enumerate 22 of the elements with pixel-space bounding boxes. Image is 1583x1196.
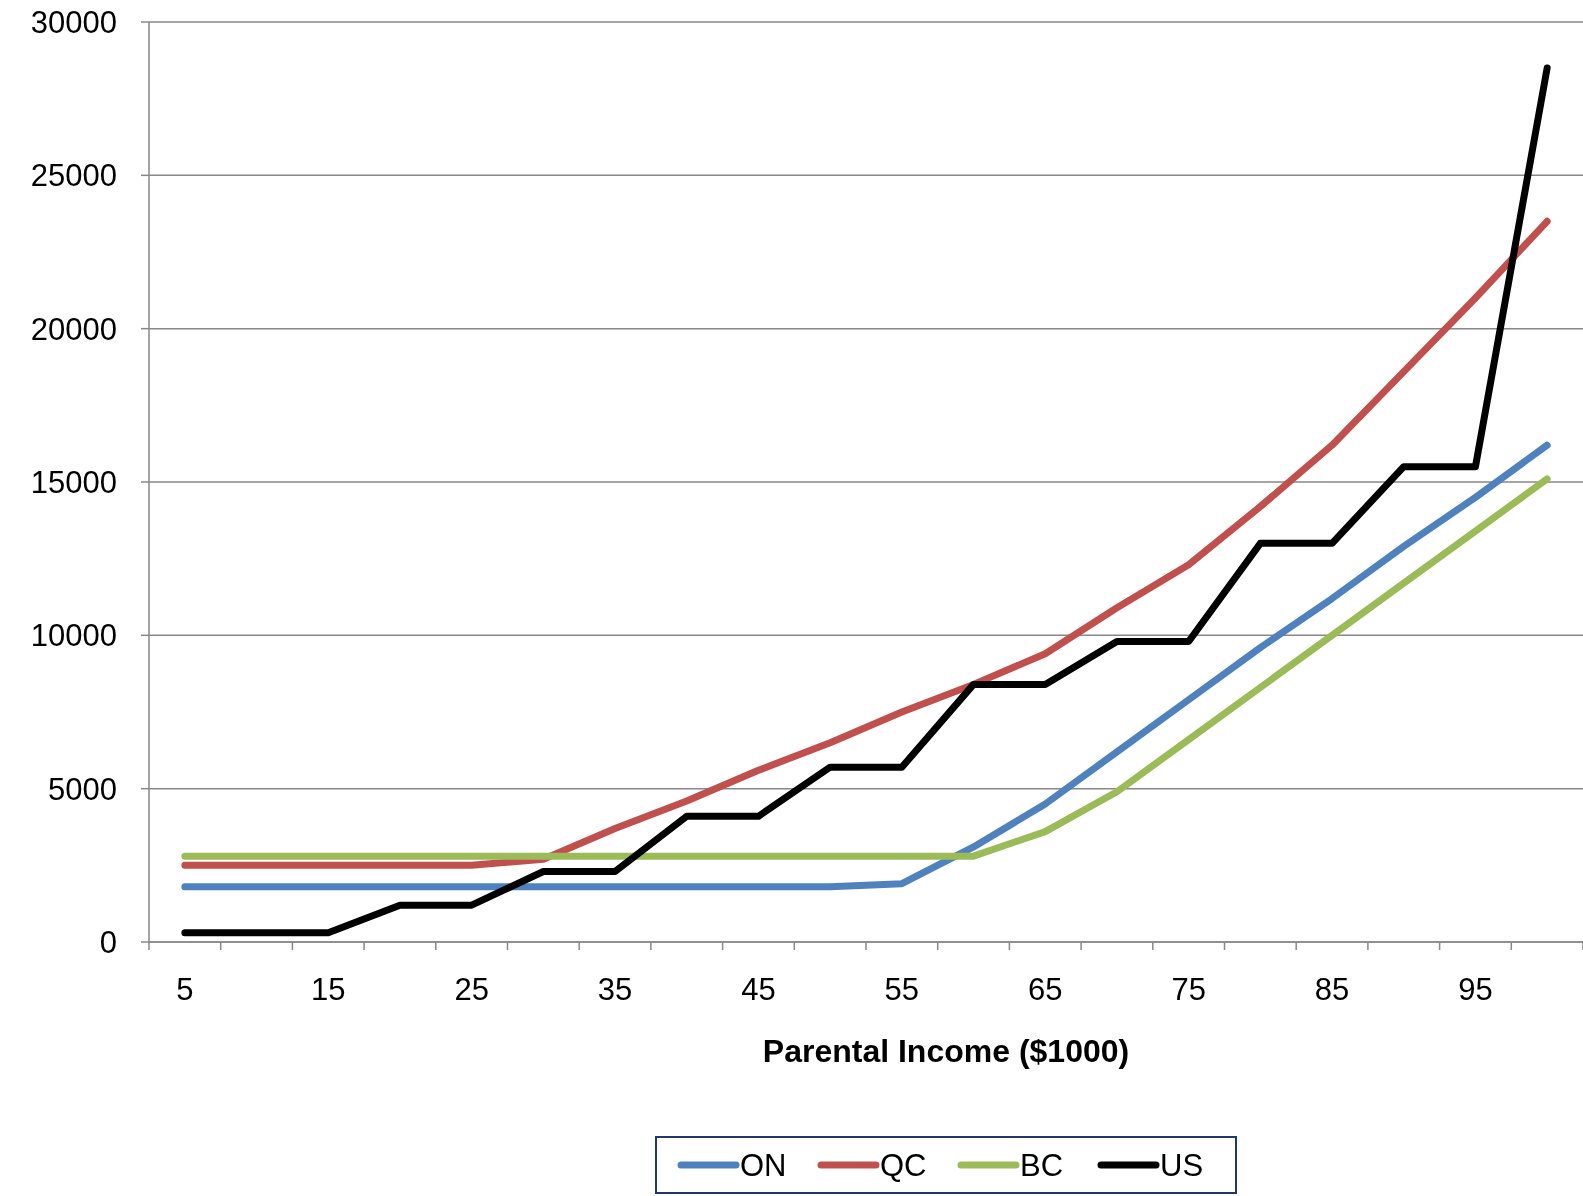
x-tick-label: 25 xyxy=(454,972,489,1007)
y-tick-label: 10000 xyxy=(30,618,117,654)
y-tick-label: 0 xyxy=(99,924,117,960)
legend-label: BC xyxy=(1020,1147,1064,1183)
x-tick-label: 65 xyxy=(1028,972,1063,1007)
y-tick-label: 15000 xyxy=(30,464,117,500)
x-tick-label: 95 xyxy=(1458,972,1493,1007)
legend-label: QC xyxy=(880,1147,927,1183)
y-tick-label: 20000 xyxy=(30,311,117,347)
x-tick-label: 75 xyxy=(1171,972,1206,1007)
y-tick-label: 30000 xyxy=(30,4,117,40)
y-tick-label: 25000 xyxy=(30,158,117,194)
x-tick-label: 55 xyxy=(884,972,920,1007)
y-tick-label: 5000 xyxy=(48,771,117,807)
x-tick-label: 85 xyxy=(1314,972,1350,1007)
x-tick-label: 15 xyxy=(311,972,346,1007)
x-axis-title: Parental Income ($1000) xyxy=(762,1033,1130,1069)
legend-label: ON xyxy=(740,1147,787,1183)
x-tick-label: 5 xyxy=(176,972,194,1007)
x-tick-label: 35 xyxy=(597,972,633,1007)
x-tick-label: 45 xyxy=(741,972,776,1007)
legend-label: US xyxy=(1160,1147,1204,1183)
